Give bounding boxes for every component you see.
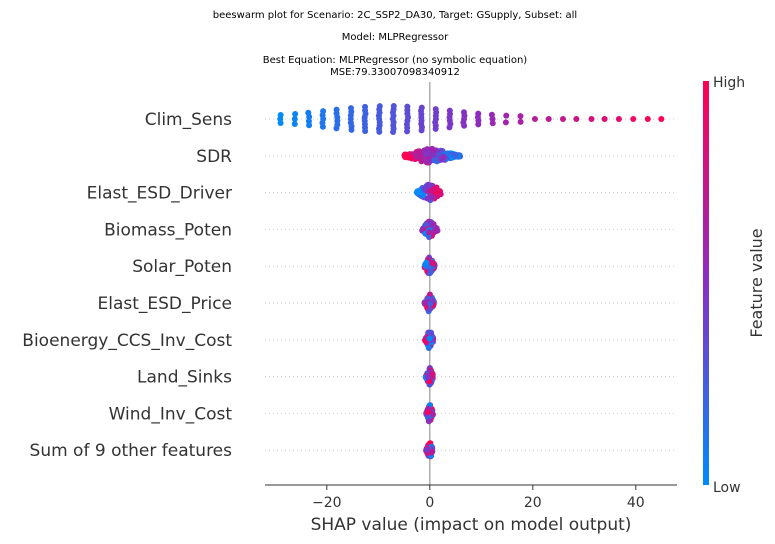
feature-label: Elast_ESD_Price [98,294,233,314]
colorbar-title: Feature value [747,228,766,337]
shap-point [430,260,437,267]
shap-point [277,119,284,126]
shap-point [432,125,439,132]
shap-point [644,116,651,122]
shap-point [433,227,440,234]
colorbar-low-label: Low [713,480,741,496]
shap-point [425,181,432,188]
chart-title-line-1: beeswarm plot for Scenario: 2C_SSP2_DA30… [212,10,578,21]
shap-point [362,128,369,135]
shap-point [401,151,408,158]
shap-point [446,124,453,131]
shap-point [415,148,422,155]
shap-point [426,229,433,236]
shap-point [601,116,608,122]
shap-point [517,113,524,120]
shap-point [424,374,431,381]
chart-title-line-2: Model: MLPRegressor [341,32,449,43]
shap-point [291,120,298,127]
shap-point [461,122,468,129]
shap-point [423,221,430,228]
shap-point [427,218,434,225]
x-tick-label: 40 [627,495,645,511]
shap-point [418,158,425,165]
shap-point [429,145,436,152]
feature-label: Biomass_Poten [104,220,232,240]
shap-point [376,128,383,135]
shap-point [424,149,431,156]
shap-point [306,122,313,129]
shap-point [407,154,414,161]
shap-point [451,152,458,159]
shap-point [423,259,430,266]
shap-point [413,153,420,160]
shap-point [545,116,552,122]
x-tick-label: 0 [425,495,434,511]
shap-point [424,195,431,202]
shap-point [436,188,443,195]
shap-point [423,446,430,453]
x-tick-label: −20 [312,495,342,511]
chart-title-line-4: MSE:79.33007098340912 [330,67,460,78]
shap-point [658,116,665,122]
shap-point [333,125,340,132]
shap-point [305,118,312,125]
shap-point [292,111,299,118]
chart-title-line-3: Best Equation: MLPRegressor (no symbolic… [262,55,528,66]
shap-point [426,335,433,342]
shap-point [348,126,355,133]
shap-point [531,116,538,122]
shap-point [425,418,432,425]
shap-point [489,116,496,122]
shap-point [404,128,411,135]
feature-label: Wind_Inv_Cost [109,404,233,424]
colorbar [703,81,709,485]
shap-point [517,118,524,125]
shap-point [429,411,436,418]
feature-label: Clim_Sens [145,110,232,130]
shap-point [428,187,435,194]
shap-point [423,158,430,165]
shap-point [503,112,510,119]
shap-point [418,127,425,134]
shap-point [319,123,326,130]
shap-point [588,116,595,122]
shap-point [559,116,566,122]
shap-point [420,192,427,199]
shap-point [421,185,428,192]
feature-label: Bioenergy_CCS_Inv_Cost [22,331,232,351]
shap-point [415,188,422,195]
shap-point [630,116,637,122]
feature-label: Land_Sinks [137,368,232,388]
feature-label: Solar_Poten [132,257,232,277]
shap-point [440,153,447,160]
shap-point [615,116,622,122]
shap-point [475,121,482,128]
shap-point [424,409,431,416]
feature-label: Elast_ESD_Driver [87,184,232,204]
shap-point [573,116,580,122]
colorbar-high-label: High [713,75,745,91]
shap-point [489,120,496,127]
shap-point [428,448,435,455]
shap-point [502,119,509,126]
shap-point [427,300,434,307]
feature-label: SDR [196,147,232,167]
feature-label: Sum of 9 other features [30,441,233,461]
shap-point [291,116,298,122]
x-axis-label: SHAP value (impact on model output) [311,515,632,535]
shap-point [390,128,397,135]
x-tick-label: 20 [524,495,542,511]
